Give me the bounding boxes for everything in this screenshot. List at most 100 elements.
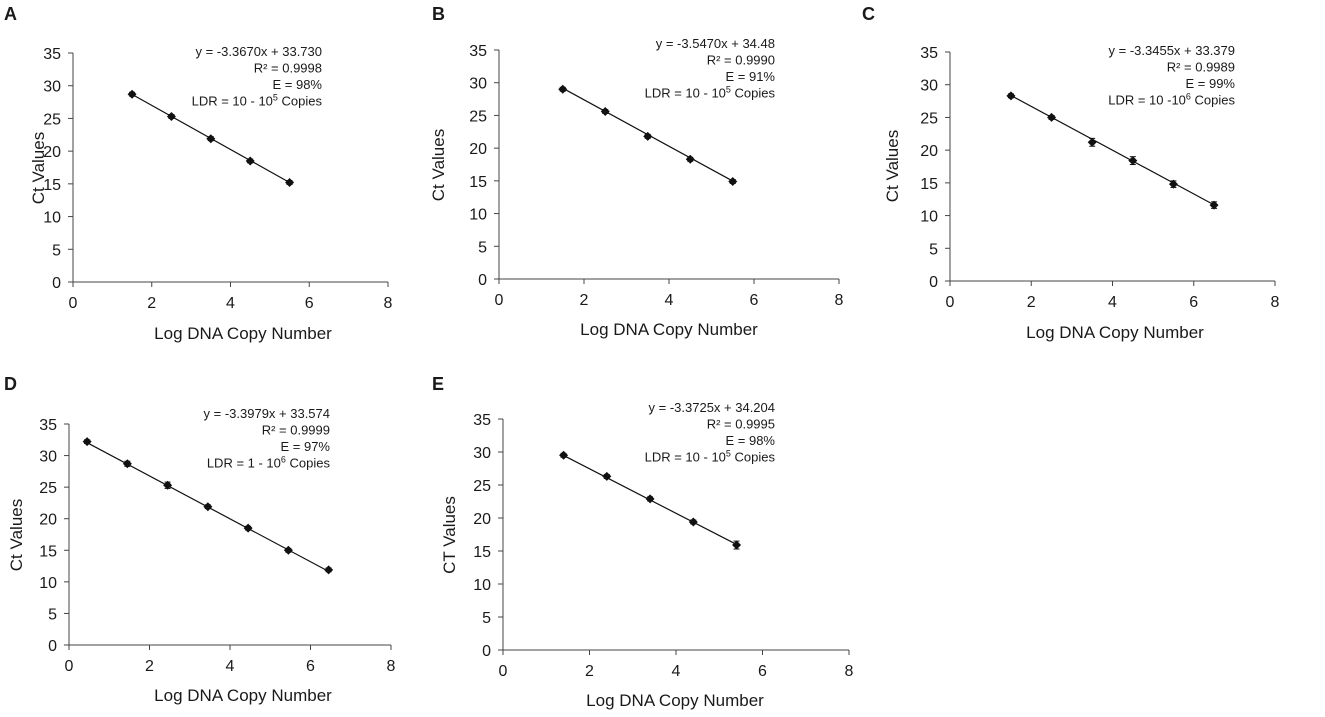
data-point xyxy=(128,90,137,99)
panel-letter: B xyxy=(432,4,445,24)
x-tick-label: 4 xyxy=(1108,294,1117,311)
annotation-ldr: LDR = 1 - 106 Copies xyxy=(207,455,331,471)
y-tick-label: 20 xyxy=(469,141,487,158)
y-tick-label: 35 xyxy=(43,46,61,63)
y-tick-label: 30 xyxy=(469,76,487,93)
data-point xyxy=(324,565,333,574)
y-tick-label: 5 xyxy=(482,610,491,627)
data-point xyxy=(689,517,698,526)
x-tick-label: 0 xyxy=(499,663,508,680)
y-tick-label: 0 xyxy=(929,274,938,291)
x-tick-label: 4 xyxy=(226,295,235,312)
panel-c: C 0 2 4 6 8 0 5 10 15 20 25 30 35 Log DNA Copy Number C… xyxy=(862,4,1280,342)
panel-e: E0 2 4 6 805101520253035Log DNA Copy NumberC… xyxy=(432,374,854,710)
figure: A0 2 4 6 805101520253035Log DNA Copy NumberC… xyxy=(0,0,1325,717)
x-tick-label: 6 xyxy=(305,295,314,312)
panel-a: A0 2 4 6 805101520253035Log DNA Copy NumberC… xyxy=(4,4,393,343)
y-tick-label: 10 xyxy=(473,577,491,594)
data-point xyxy=(244,524,253,533)
y-tick-label: 15 xyxy=(39,543,57,560)
annotation-efficiency: E = 97% xyxy=(280,439,330,454)
panel-d: D 0 2 4 6 8 0 5 10 15 20 25 30 35 Log DNA Copy Number C… xyxy=(4,374,396,705)
x-axis-title: Log DNA Copy Number xyxy=(586,691,764,710)
x-tick-label: 2 xyxy=(580,292,589,309)
annotation-equation: y = -3.3455x + 33.379 xyxy=(1109,43,1235,58)
ldr-suffix: Copies xyxy=(731,450,776,465)
y-tick-label: 0 xyxy=(478,272,487,289)
y-tick-label: 25 xyxy=(39,480,57,497)
x-axis-title: Log DNA Copy Number xyxy=(154,324,332,343)
x-axis-title: Log DNA Copy Number xyxy=(154,686,332,705)
x-tick-label: 4 xyxy=(226,658,235,675)
x-tick-label: 6 xyxy=(750,292,759,309)
data-point xyxy=(203,502,212,511)
annotation-r2: R² = 0.9989 xyxy=(1167,60,1235,75)
annotation-r2: R² = 0.9990 xyxy=(707,53,775,68)
x-axis-title: Log DNA Copy Number xyxy=(580,320,758,339)
y-tick-label: 35 xyxy=(39,417,57,434)
y-tick-label: 25 xyxy=(920,110,938,127)
y-tick-label: 25 xyxy=(469,108,487,125)
y-tick-label: 15 xyxy=(473,544,491,561)
data-point xyxy=(1006,91,1015,100)
y-tick-label: 0 xyxy=(52,275,61,292)
y-tick-label: 5 xyxy=(48,606,57,623)
y-tick-label: 20 xyxy=(920,143,938,160)
y-tick-label: 20 xyxy=(39,512,57,529)
ldr-prefix: LDR = 10 - 10 xyxy=(192,94,273,109)
data-point xyxy=(123,459,132,468)
annotation-equation: y = -3.3725x + 34.204 xyxy=(649,400,775,415)
panel-b: B0 2 4 6 805101520253035Log DNA Copy NumberC… xyxy=(429,4,844,339)
x-tick-label: 8 xyxy=(387,658,396,675)
panel-letter: C xyxy=(862,4,875,24)
y-axis-title: Ct Values xyxy=(7,499,26,571)
ldr-suffix: Copies xyxy=(278,94,323,109)
y-tick-label: 15 xyxy=(920,176,938,193)
y-tick-label: 20 xyxy=(473,511,491,528)
annotation-ldr: LDR = 10 - 105 Copies xyxy=(645,449,776,465)
y-tick-label: 10 xyxy=(469,207,487,224)
annotation-ldr: LDR = 10 - 105 Copies xyxy=(192,93,323,109)
ldr-suffix: Copies xyxy=(1191,93,1236,108)
x-tick-label: 8 xyxy=(384,295,393,312)
data-point xyxy=(728,177,737,186)
y-tick-label: 30 xyxy=(43,79,61,96)
annotation-efficiency: E = 98% xyxy=(272,77,322,92)
y-tick-label: 10 xyxy=(43,210,61,227)
x-tick-label: 2 xyxy=(145,658,154,675)
ldr-prefix: LDR = 10 -10 xyxy=(1108,93,1186,108)
data-point xyxy=(163,481,172,490)
x-tick-label: 4 xyxy=(665,292,674,309)
y-tick-label: 35 xyxy=(473,412,491,429)
annotation-equation: y = -3.3670x + 33.730 xyxy=(196,44,322,59)
y-tick-label: 0 xyxy=(48,638,57,655)
annotation-efficiency: E = 98% xyxy=(725,433,775,448)
y-tick-label: 10 xyxy=(39,575,57,592)
x-tick-label: 6 xyxy=(306,658,315,675)
panel-letter: A xyxy=(4,4,17,24)
data-point xyxy=(285,178,294,187)
ldr-prefix: LDR = 1 - 10 xyxy=(207,456,281,471)
y-tick-label: 35 xyxy=(920,45,938,62)
x-tick-label: 6 xyxy=(758,663,767,680)
annotation-ldr: LDR = 10 - 105 Copies xyxy=(645,85,776,101)
y-axis-title: Ct Values xyxy=(29,132,48,204)
x-tick-label: 0 xyxy=(495,292,504,309)
y-tick-label: 10 xyxy=(920,209,938,226)
ldr-prefix: LDR = 10 - 10 xyxy=(645,86,726,101)
annotation-r2: R² = 0.9995 xyxy=(707,417,775,432)
annotation-r2: R² = 0.9998 xyxy=(254,61,322,76)
y-tick-label: 30 xyxy=(39,449,57,466)
data-point xyxy=(1128,156,1137,165)
y-tick-label: 30 xyxy=(920,78,938,95)
x-tick-label: 4 xyxy=(672,663,681,680)
y-tick-label: 25 xyxy=(43,111,61,128)
y-tick-label: 30 xyxy=(473,445,491,462)
x-tick-label: 8 xyxy=(835,292,844,309)
panel-letter: E xyxy=(432,374,444,394)
x-tick-label: 0 xyxy=(65,658,74,675)
x-tick-label: 6 xyxy=(1189,294,1198,311)
y-axis-title: CT Values xyxy=(440,496,459,574)
y-axis-title: Ct Values xyxy=(429,129,448,201)
ldr-suffix: Copies xyxy=(731,86,776,101)
